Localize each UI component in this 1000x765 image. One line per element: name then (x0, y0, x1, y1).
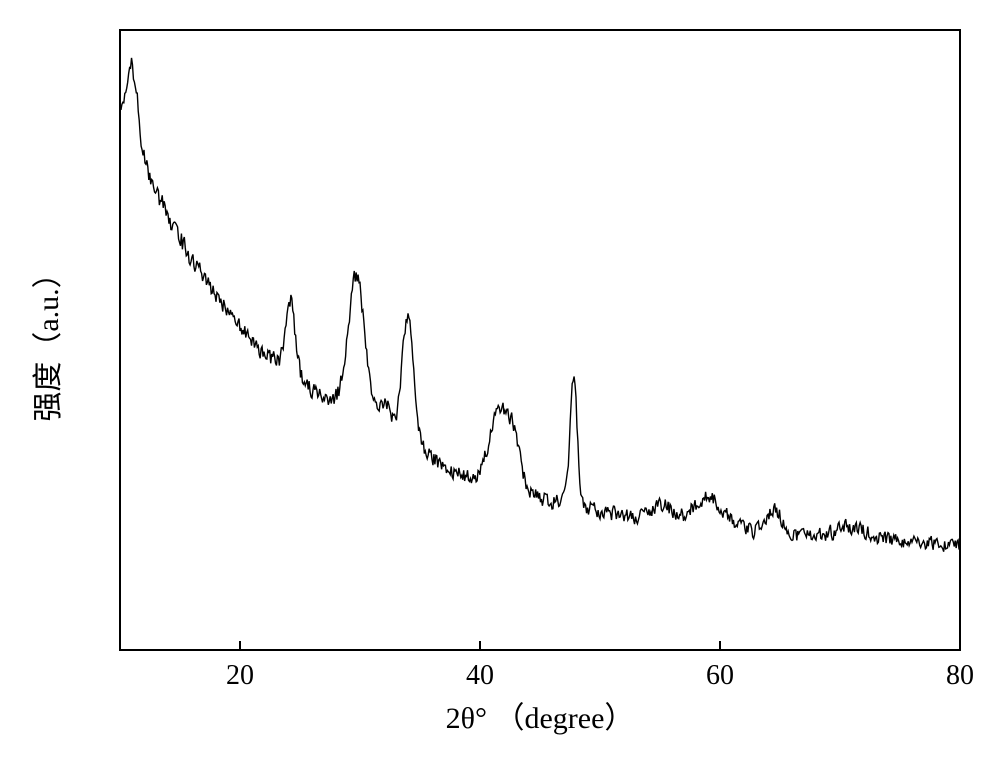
plot-border (120, 30, 960, 650)
x-tick-label: 20 (226, 660, 254, 691)
xrd-line (120, 58, 960, 552)
y-axis-title: 强度（a.u.） (32, 258, 65, 421)
x-tick-label: 60 (706, 660, 734, 691)
chart-svg: 20 40 60 80 2θ° （degree） 强度（a.u.） (0, 0, 1000, 765)
xrd-chart: 20 40 60 80 2θ° （degree） 强度（a.u.） (0, 0, 1000, 765)
x-ticks: 20 40 60 80 (226, 641, 974, 691)
x-tick-label: 40 (466, 660, 494, 691)
x-tick-label: 80 (946, 660, 974, 691)
x-axis-title: 2θ° （degree） (446, 702, 635, 735)
